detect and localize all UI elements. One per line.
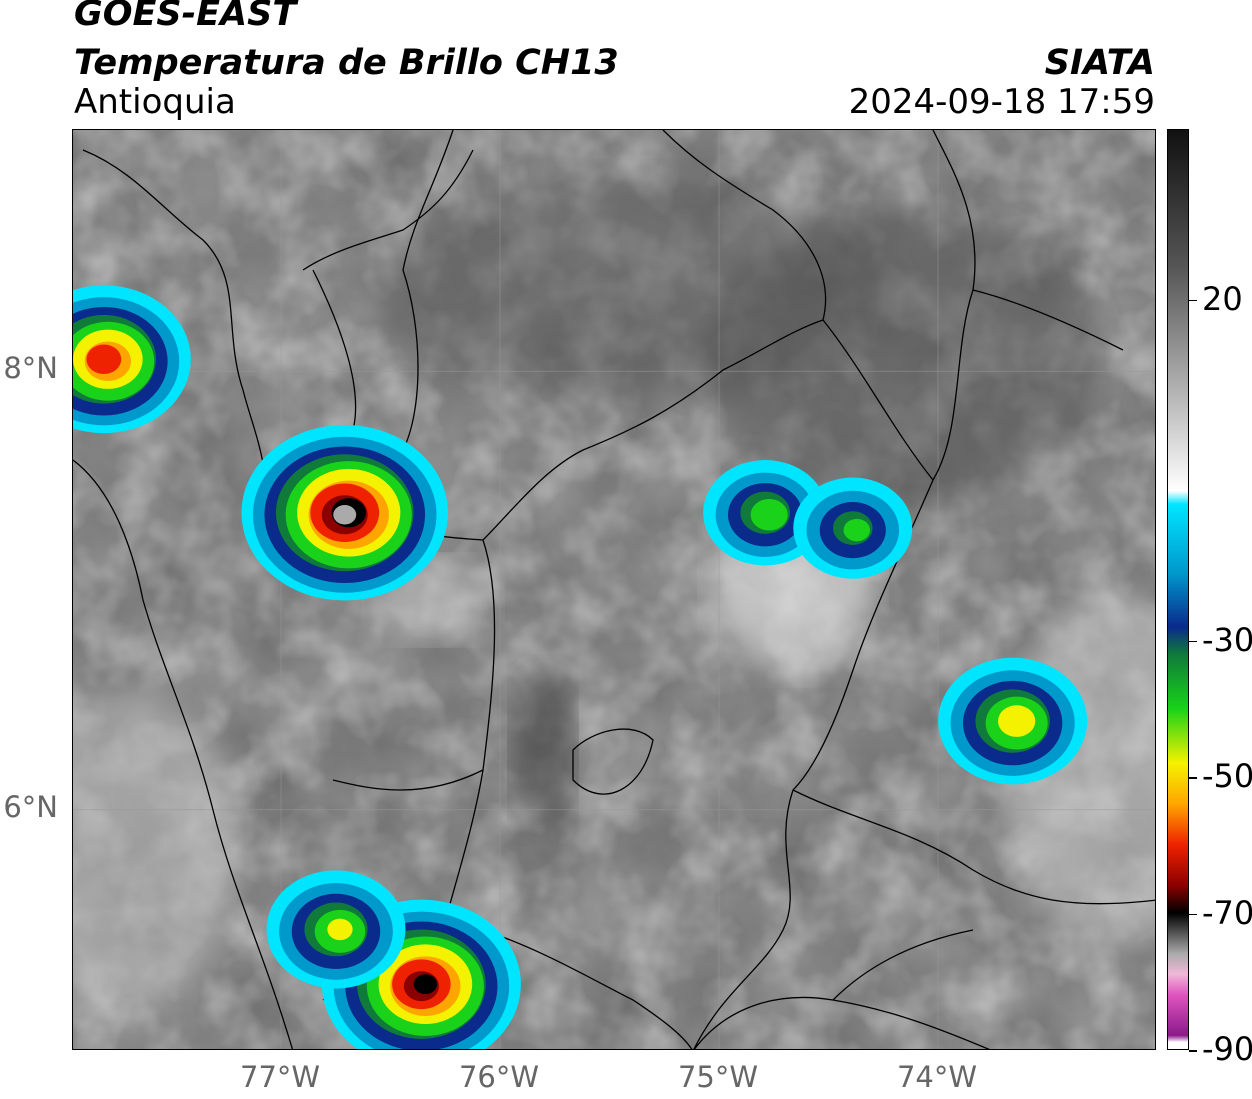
longitude-label: 74°W [896, 1060, 978, 1094]
colorbar-tick-label: 20 [1202, 279, 1243, 318]
colorbar-tick-mark [1189, 913, 1197, 916]
colorbar-tick-label: -90 [1202, 1030, 1252, 1068]
latitude-label: 8°N [3, 351, 58, 386]
satellite-map[interactable] [72, 129, 1156, 1050]
product-title: Temperatura de Brillo CH13 [74, 43, 619, 83]
colorbar-tick-label: -70 [1202, 893, 1252, 932]
colorbar-tick-mark [1189, 777, 1197, 779]
satellite-title: GOES-EAST [74, 0, 297, 34]
storm-cell [266, 870, 406, 989]
map-gridlines [73, 130, 1155, 1049]
colorbar-tick-mark [1189, 640, 1197, 643]
temperature-colorbar [1167, 129, 1189, 1050]
storm-cells [73, 285, 1088, 1049]
colorbar-tick-mark [1189, 299, 1197, 302]
colorbar-tick-label: -30 [1202, 620, 1252, 659]
longitude-label: 76°W [458, 1060, 540, 1094]
colorbar-tick-label: -50 [1202, 757, 1252, 796]
storm-cell [938, 657, 1088, 785]
storm-contour [327, 918, 353, 941]
colorbar-tick-mark [1189, 1050, 1197, 1052]
datetime-label: 2024-09-18 17:59 [848, 82, 1155, 122]
storm-cell [241, 424, 448, 601]
longitude-label: 75°W [677, 1060, 759, 1094]
storm-cell [73, 285, 191, 434]
latitude-label: 6°N [3, 789, 58, 824]
longitude-label: 77°W [239, 1060, 321, 1094]
storm-cell [793, 477, 913, 579]
storm-contour [96, 351, 120, 372]
background-imagery [73, 130, 1155, 1049]
storm-contour [413, 974, 438, 995]
storm-contour [843, 518, 871, 542]
storm-contour [752, 504, 778, 526]
storm-contour [1000, 712, 1026, 734]
storm-contour [333, 504, 357, 525]
region-label: Antioquia [74, 82, 236, 122]
agency-label: SIATA [1044, 43, 1155, 83]
